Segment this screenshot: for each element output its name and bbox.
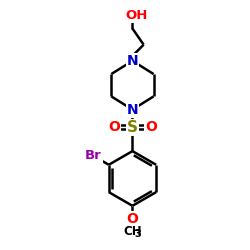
Text: 3: 3 (134, 230, 141, 239)
Text: N: N (127, 54, 138, 68)
Text: N: N (127, 102, 138, 117)
Text: O: O (145, 120, 157, 134)
Text: S: S (127, 120, 138, 135)
Text: Br: Br (85, 149, 102, 162)
Text: CH: CH (123, 226, 142, 238)
Text: OH: OH (125, 9, 148, 22)
Text: O: O (126, 212, 138, 226)
Text: O: O (108, 120, 120, 134)
